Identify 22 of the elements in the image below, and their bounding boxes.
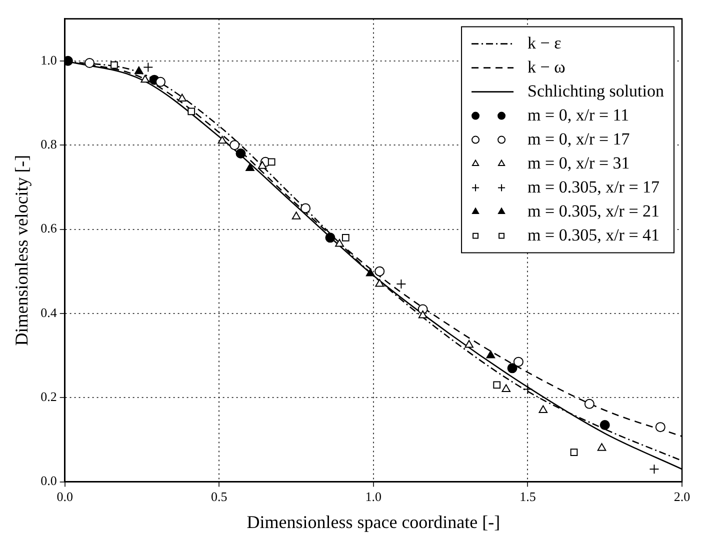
legend-label: k − ε [528,33,562,52]
y-axis-title: Dimensionless velocity [-] [12,154,32,346]
y-tick-label: 0.6 [40,220,58,236]
y-tick-label: 0.0 [40,473,57,488]
y-tick-label: 0.8 [40,136,57,152]
x-axis-title: Dimensionless space coordinate [-] [246,512,500,532]
x-tick-label: 1.5 [520,489,536,504]
y-tick-label: 1.0 [40,52,57,68]
legend-label: m = 0.305, x/r = 41 [528,225,660,244]
legend-label: m = 0, x/r = 17 [528,129,630,148]
legend-label: k − ω [528,57,566,76]
legend-label: Schlichting solution [528,81,664,100]
legend-label: m = 0.305, x/r = 17 [528,177,660,196]
y-tick-label: 0.2 [40,389,57,404]
x-tick-label: 1.0 [365,489,382,504]
legend-label: m = 0, x/r = 31 [528,153,630,172]
x-tick-label: 0.0 [56,489,73,504]
legend-label: m = 0, x/r = 11 [528,105,630,124]
y-tick-label: 0.4 [40,304,58,320]
legend-label: m = 0.305, x/r = 21 [528,201,660,220]
x-tick-label: 2.0 [674,489,690,504]
x-tick-label: 0.5 [211,489,228,504]
